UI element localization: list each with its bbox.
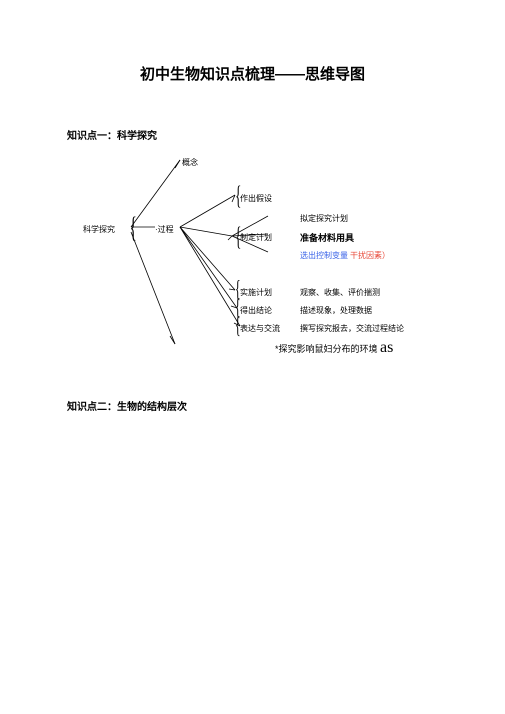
node-plan-c2: 干扰因素） (350, 250, 390, 261)
node-plan: 制定计划 (240, 232, 272, 243)
diagram-connectors (0, 0, 505, 714)
node-root: 科学探究 (83, 224, 115, 235)
bracket-0: { (130, 211, 137, 245)
footnote: *探究影响鼠妇分布的环境 as (275, 339, 393, 357)
section2-heading: 知识点二：生物的结构层次 (67, 398, 187, 413)
node-plan-c1: 选出控制变量 (300, 250, 348, 261)
footnote-text: 探究影响鼠妇分布的环境 (279, 344, 378, 354)
node-concl-d: 描述现象，处理数据 (300, 305, 372, 316)
node-comm: 表达与交流 (240, 323, 280, 334)
footnote-suffix: as (380, 339, 393, 356)
node-hypo: 作出假设 (240, 193, 272, 204)
node-process: ·过程 (155, 224, 174, 235)
node-plan-b: 准备材料用具 (300, 231, 354, 244)
node-concept: 概念 (182, 157, 198, 168)
node-concl: 得出结论 (240, 305, 272, 316)
page-title: 初中生物知识点梳理——思维导图 (0, 63, 505, 84)
node-comm-d: 撰写探究报去，交流过程结论 (300, 323, 404, 334)
node-plan-a: 拟定探究计划 (300, 213, 348, 224)
section1-heading: 知识点一：科学探究 (67, 127, 157, 142)
node-exec: 实施计划 (240, 287, 272, 298)
node-exec-d: 观察、收集、评价揣测 (300, 287, 380, 298)
